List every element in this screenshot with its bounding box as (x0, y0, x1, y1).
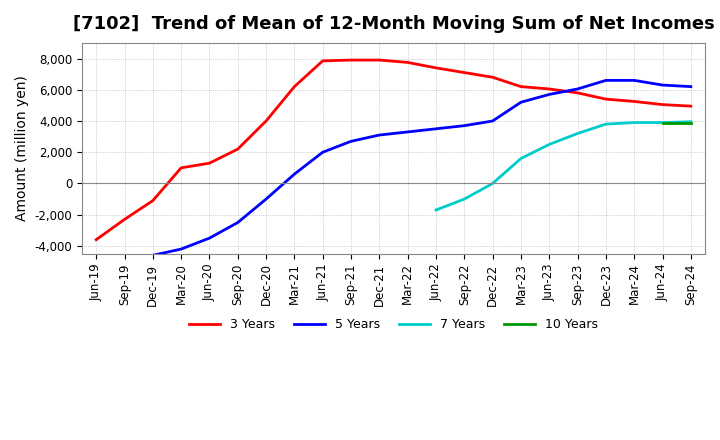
Y-axis label: Amount (million yen): Amount (million yen) (15, 75, 29, 221)
Line: 7 Years: 7 Years (436, 122, 691, 210)
5 Years (375, 132, 384, 138)
5 Years (545, 92, 554, 97)
3 Years (148, 198, 157, 203)
5 Years (658, 82, 667, 88)
7 Years (488, 181, 497, 186)
3 Years (488, 75, 497, 80)
3 Years (602, 96, 611, 102)
5 Years (347, 139, 356, 144)
3 Years (517, 84, 526, 89)
3 Years (92, 237, 101, 242)
3 Years (432, 65, 441, 70)
7 Years (630, 120, 639, 125)
5 Years (687, 84, 696, 89)
3 Years (460, 70, 469, 75)
3 Years (403, 60, 412, 65)
3 Years (205, 161, 214, 166)
7 Years (602, 121, 611, 127)
3 Years (262, 118, 271, 124)
Line: 5 Years: 5 Years (96, 81, 691, 257)
3 Years (573, 90, 582, 95)
3 Years (347, 58, 356, 63)
5 Years (205, 235, 214, 241)
5 Years (573, 86, 582, 92)
5 Years (602, 78, 611, 83)
10 Years (687, 120, 696, 125)
3 Years (177, 165, 186, 170)
Legend: 3 Years, 5 Years, 7 Years, 10 Years: 3 Years, 5 Years, 7 Years, 10 Years (184, 313, 603, 336)
Title: [7102]  Trend of Mean of 12-Month Moving Sum of Net Incomes: [7102] Trend of Mean of 12-Month Moving … (73, 15, 714, 33)
5 Years (233, 220, 242, 225)
3 Years (687, 103, 696, 109)
5 Years (403, 129, 412, 135)
5 Years (488, 118, 497, 124)
5 Years (432, 126, 441, 132)
3 Years (290, 84, 299, 89)
3 Years (120, 217, 129, 222)
3 Years (375, 58, 384, 63)
5 Years (177, 246, 186, 252)
5 Years (318, 150, 327, 155)
7 Years (573, 131, 582, 136)
3 Years (318, 58, 327, 63)
Line: 3 Years: 3 Years (96, 60, 691, 240)
5 Years (630, 78, 639, 83)
7 Years (545, 142, 554, 147)
7 Years (432, 207, 441, 213)
3 Years (630, 99, 639, 104)
5 Years (460, 123, 469, 128)
7 Years (460, 196, 469, 202)
7 Years (687, 119, 696, 125)
10 Years (658, 120, 667, 125)
5 Years (517, 99, 526, 105)
5 Years (92, 254, 101, 260)
3 Years (545, 86, 554, 92)
5 Years (290, 172, 299, 177)
3 Years (233, 147, 242, 152)
7 Years (658, 120, 667, 125)
5 Years (262, 196, 271, 202)
3 Years (658, 102, 667, 107)
5 Years (148, 253, 157, 258)
7 Years (517, 156, 526, 161)
5 Years (120, 254, 129, 260)
